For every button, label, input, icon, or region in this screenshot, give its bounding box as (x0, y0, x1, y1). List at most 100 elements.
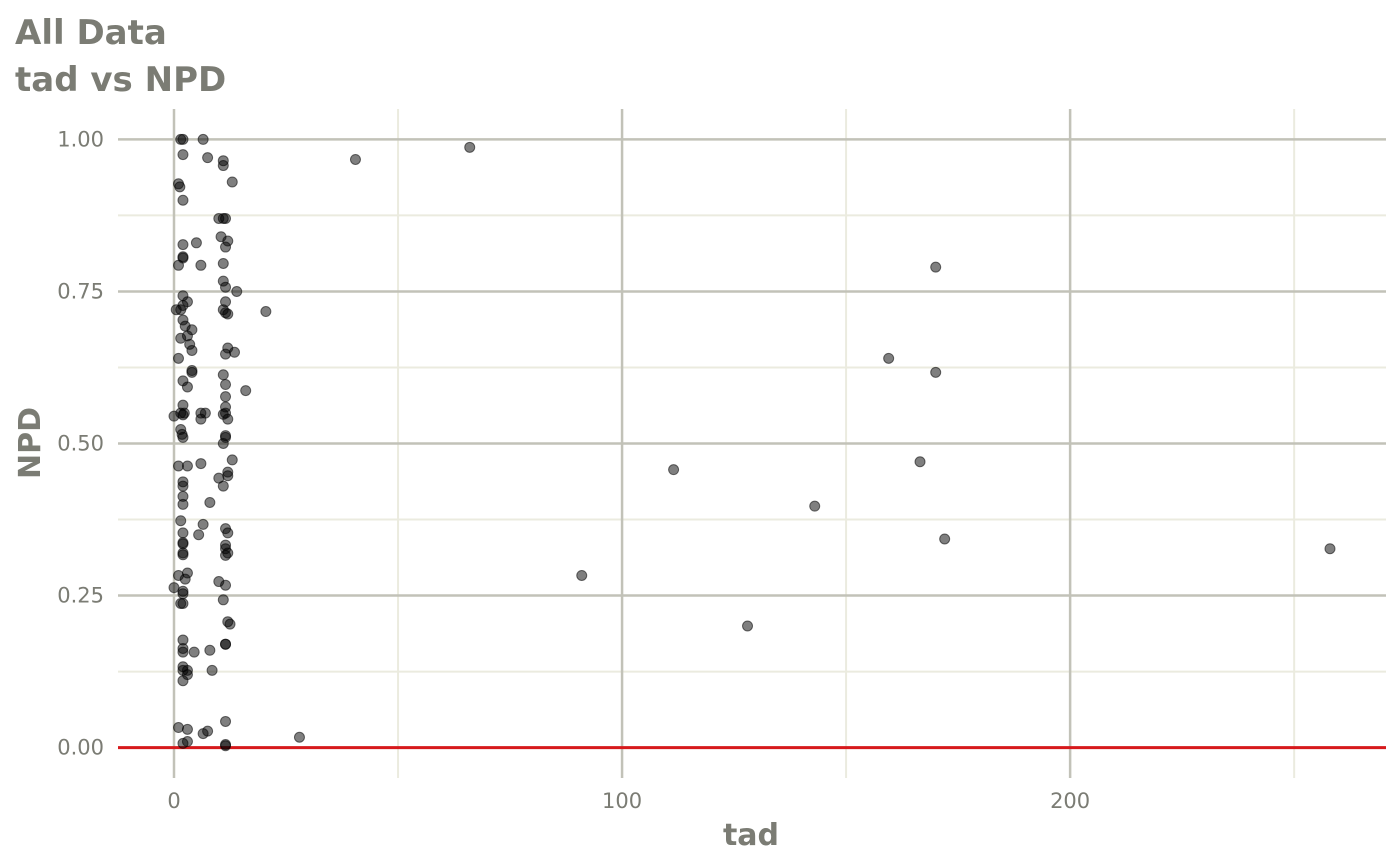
data-point (349, 153, 361, 165)
data-point (195, 259, 207, 271)
data-point (576, 569, 588, 581)
data-point (172, 259, 184, 271)
data-point (220, 638, 232, 650)
data-point (177, 538, 189, 550)
data-point (177, 527, 189, 539)
data-point (177, 675, 189, 687)
data-point (177, 480, 189, 492)
data-point (914, 456, 926, 468)
data-point (204, 496, 216, 508)
data-point (181, 381, 193, 393)
data-point (939, 533, 951, 545)
data-point (186, 366, 198, 378)
data-point (177, 239, 189, 251)
data-point (177, 431, 189, 443)
data-point (231, 285, 243, 297)
data-point (175, 515, 187, 527)
data-point (177, 597, 189, 609)
data-point (179, 573, 191, 585)
data-point (206, 664, 218, 676)
data-point (222, 470, 234, 482)
data-point (220, 740, 232, 752)
data-point (177, 588, 189, 600)
data-point (197, 728, 209, 740)
data-point (181, 723, 193, 735)
data-point (220, 715, 232, 727)
data-point (742, 620, 754, 632)
data-point (178, 407, 190, 419)
data-point (293, 731, 305, 743)
data-point (174, 181, 186, 193)
y-tick-label: 0.00 (57, 736, 104, 760)
y-tick-label: 0.50 (57, 432, 104, 456)
data-point (217, 480, 229, 492)
major-grid (118, 109, 1386, 778)
y-axis-title: NPD (13, 407, 48, 479)
data-point (193, 529, 205, 541)
data-point (188, 646, 200, 658)
data-point (1324, 543, 1336, 555)
data-point (195, 458, 207, 470)
y-tick-label: 1.00 (57, 127, 104, 151)
data-point (222, 413, 234, 425)
x-axis-title: tad (723, 818, 779, 853)
data-point (260, 306, 272, 318)
data-point (217, 594, 229, 606)
data-point (172, 722, 184, 734)
data-point (220, 549, 232, 561)
data-point (177, 133, 189, 145)
data-point (222, 308, 234, 320)
data-point (222, 527, 234, 539)
x-tick-label: 100 (602, 789, 642, 813)
data-point (190, 237, 202, 249)
data-point (217, 257, 229, 269)
data-point (204, 644, 216, 656)
data-point (228, 346, 240, 358)
data-point (930, 366, 942, 378)
y-tick-label: 0.25 (57, 584, 104, 608)
data-point (883, 352, 895, 364)
x-axis-ticks: 0 100 200 (167, 789, 1090, 813)
x-tick-label: 200 (1050, 789, 1090, 813)
data-point (217, 369, 229, 381)
data-point (224, 618, 236, 630)
chart-subtitle: tad vs NPD (15, 60, 226, 100)
data-point (226, 176, 238, 188)
data-point (668, 464, 680, 476)
data-point (220, 348, 232, 360)
x-tick-label: 0 (167, 789, 180, 813)
data-point (181, 460, 193, 472)
data-point (177, 498, 189, 510)
data-point (186, 344, 198, 356)
data-point (197, 133, 209, 145)
data-point (220, 241, 232, 253)
data-point (217, 438, 229, 449)
data-point (177, 737, 189, 749)
data-point (197, 518, 209, 530)
y-tick-label: 0.75 (57, 279, 104, 303)
data-point (220, 281, 232, 293)
data-point (217, 160, 229, 172)
data-point (195, 413, 207, 425)
data-point (177, 549, 189, 561)
data-point (177, 194, 189, 206)
data-point (930, 261, 942, 273)
data-point (220, 212, 232, 224)
data-point (240, 385, 252, 397)
data-point (177, 149, 189, 161)
data-point (220, 579, 232, 591)
data-point (172, 352, 184, 364)
data-point (226, 454, 238, 466)
data-point (220, 391, 232, 403)
data-point (220, 379, 232, 391)
data-point (464, 141, 476, 153)
data-point (175, 332, 187, 344)
data-point (809, 500, 821, 512)
data-point (177, 646, 189, 658)
y-axis-ticks: 0.00 0.25 0.50 0.75 1.00 (57, 127, 104, 759)
data-point (175, 304, 187, 316)
chart-title: All Data (15, 13, 167, 53)
data-point (202, 152, 214, 164)
data-points (168, 133, 1336, 752)
